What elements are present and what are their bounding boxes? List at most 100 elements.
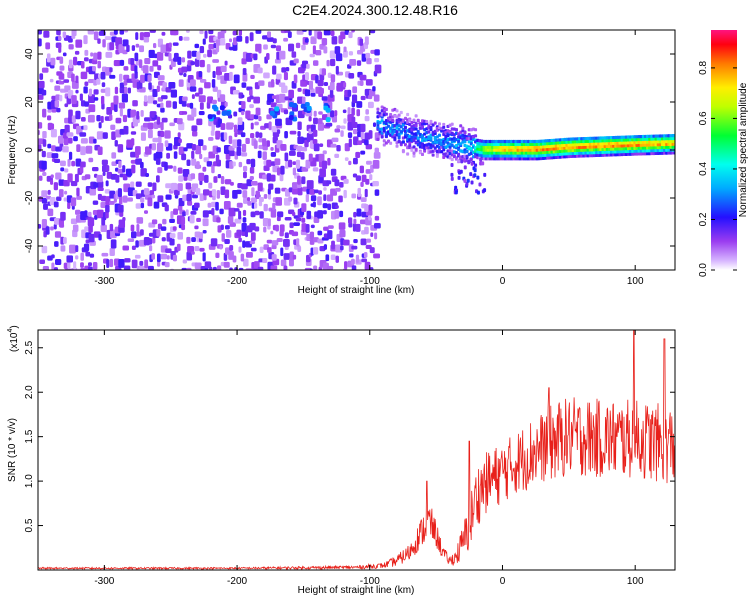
spectrogram-cell	[266, 37, 274, 42]
spectrogram-cell	[257, 266, 264, 270]
spectrogram-cell	[85, 145, 93, 154]
spectrogram-cell	[336, 125, 341, 129]
spectrogram-cell	[117, 188, 122, 198]
spectrogram-cell	[237, 139, 242, 147]
spectrogram-cell	[254, 226, 260, 232]
spectrogram-cell	[327, 203, 332, 210]
spectrogram-cell	[306, 63, 310, 69]
spectrogram-cell	[473, 168, 477, 173]
spectrogram-cell	[204, 30, 208, 39]
spectrogram-cell	[313, 247, 319, 255]
spectrogram-cell	[192, 194, 198, 199]
spectrogram-cell	[258, 115, 262, 122]
spectrogram-cell	[58, 44, 62, 53]
spectrogram-cell	[217, 225, 222, 233]
spectrogram-cell	[84, 226, 89, 232]
spectrogram-cell	[312, 129, 318, 137]
spectrogram-cell	[323, 187, 327, 191]
figure-title: C2E4.2024.300.12.48.R16	[292, 2, 458, 18]
spectrogram-cell	[68, 59, 73, 69]
spectrogram-cell	[326, 180, 332, 185]
spectrogram-cell	[344, 143, 350, 152]
spectrogram-cell	[476, 190, 480, 195]
spectrogram-cell	[215, 252, 220, 259]
spectrogram-cell	[270, 152, 277, 157]
spectrogram-cell	[240, 132, 246, 138]
spectrogram-cell	[350, 258, 355, 265]
spectrogram-cell	[102, 171, 106, 177]
spectrogram-cell	[233, 74, 240, 84]
spectrogram-cell	[348, 160, 352, 166]
spectrogram-cell	[276, 73, 282, 80]
spectrogram-cell	[58, 73, 65, 80]
spectrogram-cell	[360, 123, 366, 132]
spectrogram-cell	[130, 138, 135, 146]
spectrogram-cell	[118, 160, 122, 169]
spectrogram-cell	[97, 187, 104, 192]
spectrogram-cell	[393, 136, 397, 140]
spectrogram-cell	[187, 245, 195, 253]
spectrogram-cell	[100, 95, 105, 105]
spectrogram-cell	[194, 262, 202, 270]
spectrogram-cell	[101, 102, 105, 110]
spectrogram-cell	[152, 137, 160, 143]
spectrogram-cell	[363, 251, 368, 258]
spectrogram-cell	[359, 74, 367, 81]
spectrogram-cell	[224, 225, 230, 230]
spectrogram-cell	[334, 209, 340, 219]
spectrogram-cell	[135, 193, 142, 200]
spectrogram-cell	[353, 211, 357, 218]
spectrogram-cell	[300, 152, 305, 160]
spectrogram-cell	[325, 117, 331, 123]
spectrogram-cell	[118, 195, 123, 205]
spectrogram-cell	[157, 75, 165, 81]
spectrogram-cell	[148, 82, 152, 90]
spectrogram-cell	[317, 79, 324, 87]
spectrogram-cell	[473, 173, 477, 178]
spectrogram-cell	[64, 168, 69, 173]
snr-y-tick-label: 2.0	[24, 385, 35, 399]
spectrogram-cell	[467, 133, 471, 137]
spectrogram-cell	[196, 118, 203, 126]
spectrogram-cell	[268, 183, 274, 190]
spectrogram-cell	[118, 219, 126, 228]
spectrogram-y-ticks: -40 -20 0 20 40	[24, 48, 675, 253]
snr-x-tick-label: 0	[500, 576, 506, 587]
spectrogram-cell	[323, 30, 331, 36]
spectrogram-cell	[198, 139, 204, 146]
spectrogram-cell	[134, 65, 138, 74]
spectrogram-cell	[412, 151, 416, 155]
spectrogram-cell	[96, 131, 104, 140]
spectrogram-cell	[242, 72, 248, 82]
spectrogram-cell	[406, 152, 410, 156]
spectrogram-cell	[336, 144, 341, 152]
spectrogram-cell	[186, 64, 192, 72]
spectrogram-cell	[255, 43, 262, 52]
spectrogram-cell	[161, 117, 168, 123]
spectrogram-cell	[211, 99, 217, 104]
spectrogram-cell	[450, 162, 454, 167]
spectrogram-cell	[211, 208, 215, 216]
spectrogram-cell	[172, 254, 177, 262]
spectrogram-cell	[160, 44, 167, 54]
spectrogram-cell	[251, 187, 255, 197]
spectrogram-cell	[310, 247, 314, 256]
spectrogram-cell	[131, 45, 136, 51]
spectrogram-cell	[207, 96, 214, 104]
spectrogram-cell	[62, 31, 67, 39]
spectrogram-cell	[119, 59, 125, 66]
spectrogram-cell	[253, 53, 258, 61]
spectrogram-cell	[224, 101, 228, 107]
spectrogram-cell	[122, 173, 128, 181]
spectrogram-cell	[269, 110, 275, 116]
spectrogram-cell	[196, 51, 201, 60]
spectrogram-cell	[420, 125, 424, 129]
spectrogram-cell	[195, 188, 201, 196]
spectrogram-cell	[245, 36, 249, 44]
spectrogram-cell	[41, 89, 47, 96]
spectrogram-cell	[109, 67, 113, 73]
spectrogram-cell	[366, 160, 372, 165]
spectrogram-cell	[191, 125, 198, 132]
spectrogram-cell	[356, 101, 363, 108]
